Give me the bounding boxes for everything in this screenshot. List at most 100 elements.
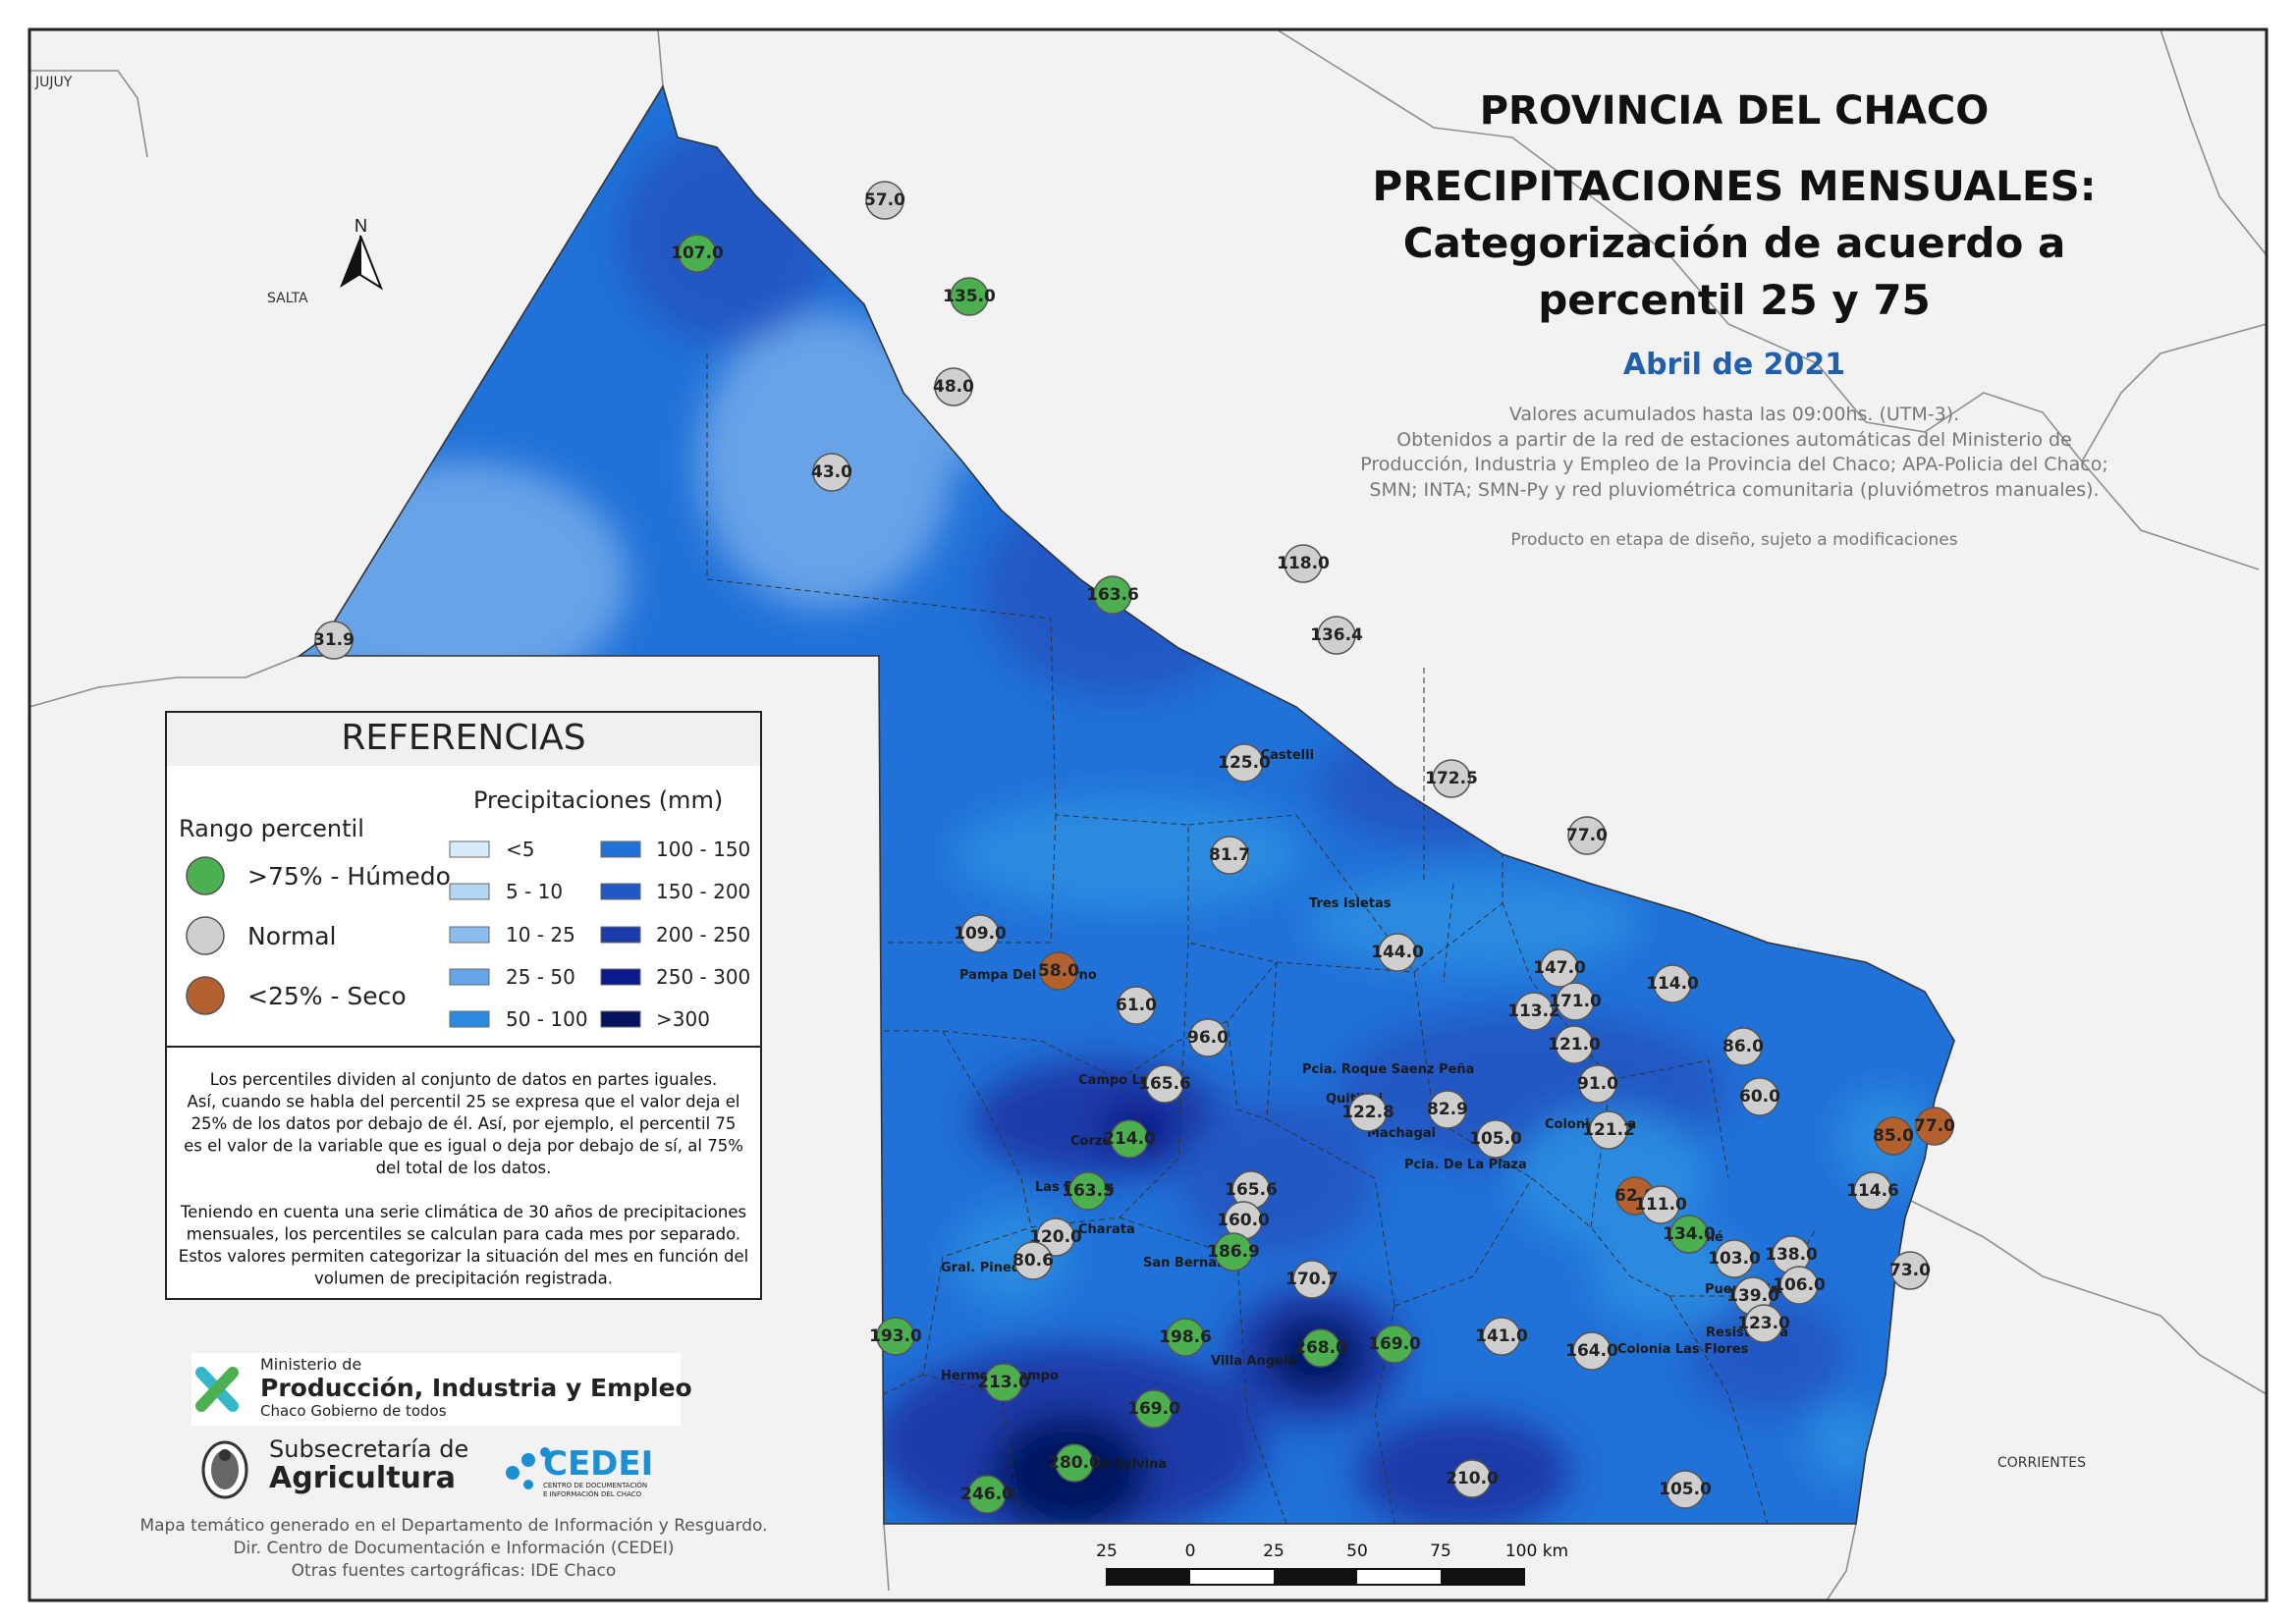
legend-class-swatch xyxy=(449,926,490,944)
scale-label-3: 50 xyxy=(1346,1542,1368,1561)
station-value: 114.6 xyxy=(1846,1181,1899,1201)
station-value: 77.0 xyxy=(1914,1116,1955,1136)
footer-line3: Otras fuentes cartográficas: IDE Chaco xyxy=(292,1561,617,1581)
footer-line1: Mapa temático generado en el Departament… xyxy=(139,1516,767,1536)
place-label: Pcia. De La Plaza xyxy=(1404,1158,1527,1172)
cedei-tag1: CENTRO DE DOCUMENTACIÓN xyxy=(543,1481,647,1489)
station-marker: 135.0 xyxy=(943,277,996,316)
station-value: 48.0 xyxy=(933,377,974,397)
legend-class-swatch xyxy=(600,1010,641,1028)
station-value: 169.0 xyxy=(1127,1399,1180,1419)
station-marker: 121.2 xyxy=(1582,1110,1635,1150)
station-value: 214.0 xyxy=(1103,1129,1156,1149)
station-marker: 186.9 xyxy=(1207,1232,1260,1271)
legend-class-label: 10 - 25 xyxy=(506,923,575,947)
ministry-x-icon xyxy=(195,1367,239,1412)
station-marker: 58.0 xyxy=(1038,951,1079,991)
explanation-line: del total de los datos. xyxy=(376,1159,552,1177)
title-sub1: Categorización de acuerdo a xyxy=(1403,219,2066,267)
station-marker: 170.7 xyxy=(1285,1260,1339,1299)
station-marker: 280.0 xyxy=(1048,1443,1101,1483)
legend-class-label: 150 - 200 xyxy=(656,880,750,903)
cedei-name: CEDEI xyxy=(543,1444,653,1484)
station-marker: 114.0 xyxy=(1646,964,1699,1003)
station-value: 82.9 xyxy=(1427,1100,1468,1119)
scale-label-2: 25 xyxy=(1263,1542,1285,1561)
station-value: 91.0 xyxy=(1577,1074,1618,1094)
station-value: 111.0 xyxy=(1634,1195,1687,1215)
station-value: 210.0 xyxy=(1446,1469,1499,1488)
station-marker: 77.0 xyxy=(1914,1107,1955,1146)
title-period: Abril de 2021 xyxy=(1623,348,1845,382)
region-salta: SALTA xyxy=(267,291,308,306)
station-marker: 214.0 xyxy=(1103,1119,1156,1159)
station-marker: 210.0 xyxy=(1446,1459,1499,1498)
station-marker: 105.0 xyxy=(1659,1470,1712,1509)
station-marker: 123.0 xyxy=(1737,1304,1790,1343)
legend-class-swatch xyxy=(449,968,490,986)
station-value: 86.0 xyxy=(1722,1037,1764,1056)
station-value: 61.0 xyxy=(1116,996,1157,1015)
legend-category-label: >75% - Húmedo xyxy=(247,862,451,891)
station-marker: 118.0 xyxy=(1277,544,1330,583)
station-marker: 144.0 xyxy=(1371,933,1424,972)
legend-class-label: 100 - 150 xyxy=(656,838,750,861)
place-label: Colonia Las Flores xyxy=(1617,1342,1749,1357)
station-marker: 60.0 xyxy=(1739,1077,1780,1116)
legend-class-label: 5 - 10 xyxy=(506,880,563,903)
notes-line1: Valores acumulados hasta las 09:00hs. (U… xyxy=(1509,404,1959,425)
legend-category-label: <25% - Seco xyxy=(247,982,407,1010)
legend-class-swatch xyxy=(449,1010,490,1028)
station-value: 105.0 xyxy=(1469,1129,1522,1149)
legend-percentile-title: Rango percentil xyxy=(179,815,364,842)
title-province: PROVINCIA DEL CHACO xyxy=(1480,88,1990,134)
station-marker: 43.0 xyxy=(811,453,852,492)
region-jujuy: JUJUY xyxy=(34,75,73,90)
station-value: 121.2 xyxy=(1582,1120,1635,1140)
station-value: 118.0 xyxy=(1277,554,1330,573)
explanation-box: Los percentiles dividen al conjunto de d… xyxy=(165,1046,762,1300)
station-marker: 80.6 xyxy=(1012,1241,1054,1280)
station-value: 60.0 xyxy=(1739,1087,1780,1107)
station-value: 107.0 xyxy=(671,243,724,263)
place-label: Gral. Pinedo xyxy=(941,1261,1029,1275)
legend-class-label: 50 - 100 xyxy=(506,1007,588,1031)
station-value: 134.0 xyxy=(1663,1224,1716,1244)
legend-precip-title: Precipitaciones (mm) xyxy=(473,786,723,814)
place-label: Charata xyxy=(1078,1222,1135,1237)
station-value: 246.0 xyxy=(960,1485,1013,1504)
title-block: PROVINCIA DEL CHACO PRECIPITACIONES MENS… xyxy=(1360,88,2107,550)
station-marker: 268.0 xyxy=(1294,1328,1347,1368)
legend-class-label: 25 - 50 xyxy=(506,965,575,989)
station-marker: 31.9 xyxy=(313,621,355,660)
station-marker: 105.0 xyxy=(1469,1119,1522,1159)
station-marker: 57.0 xyxy=(864,181,905,220)
station-value: 125.0 xyxy=(1218,753,1271,773)
north-label: N xyxy=(355,216,367,236)
station-value: 80.6 xyxy=(1012,1251,1054,1271)
station-marker: 165.6 xyxy=(1225,1170,1278,1210)
station-marker: 125.0 xyxy=(1218,743,1271,783)
explanation-line: Teniendo en cuenta una serie climática d… xyxy=(180,1203,746,1221)
place-label: Tres Isletas xyxy=(1309,896,1392,911)
ministry-name: Producción, Industria y Empleo xyxy=(260,1374,692,1402)
station-value: 186.9 xyxy=(1207,1242,1260,1262)
ministry-logo: Ministerio de Producción, Industria y Em… xyxy=(191,1353,692,1426)
ministry-tag: Chaco Gobierno de todos xyxy=(260,1402,447,1420)
station-marker: 120.0 xyxy=(1029,1217,1082,1257)
station-marker: 109.0 xyxy=(954,914,1007,953)
station-value: 113.2 xyxy=(1507,1001,1560,1021)
station-value: 138.0 xyxy=(1765,1245,1818,1265)
station-value: 171.0 xyxy=(1549,992,1602,1011)
station-marker: 91.0 xyxy=(1577,1064,1618,1104)
station-value: 170.7 xyxy=(1285,1270,1339,1289)
station-marker: 114.6 xyxy=(1846,1171,1899,1211)
place-label: Pcia. Roque Saenz Peña xyxy=(1302,1062,1474,1077)
station-marker: 164.0 xyxy=(1565,1331,1618,1371)
station-value: 268.0 xyxy=(1294,1338,1347,1358)
station-value: 81.7 xyxy=(1209,845,1250,865)
cedei-tag2: E INFORMACIÓN DEL CHACO xyxy=(543,1489,642,1498)
station-marker: 171.0 xyxy=(1549,982,1602,1021)
scale-label-0: 25 xyxy=(1096,1542,1118,1561)
